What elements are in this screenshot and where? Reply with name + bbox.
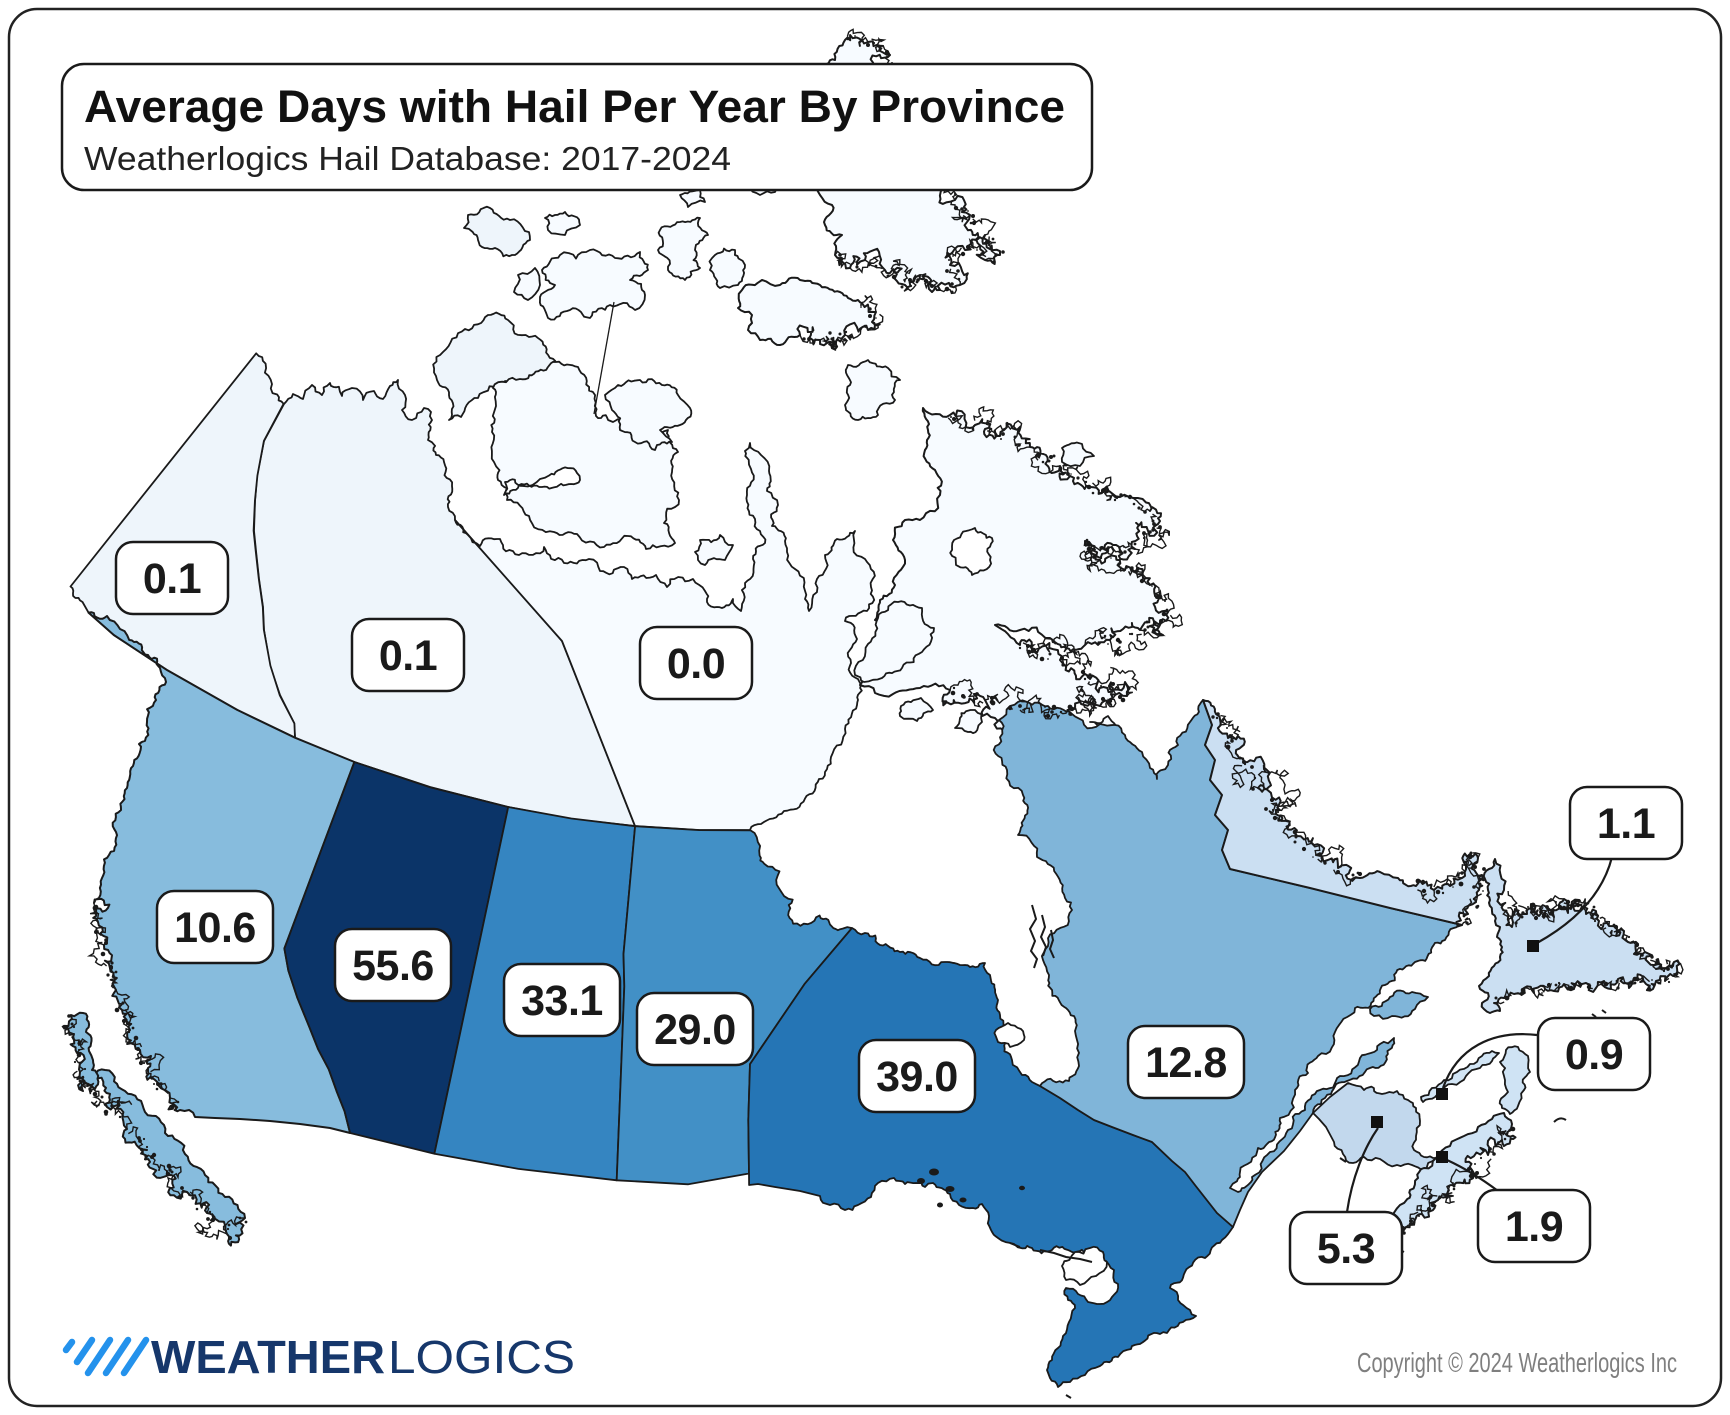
svg-text:0.1: 0.1 xyxy=(143,555,201,603)
svg-text:0.0: 0.0 xyxy=(667,640,725,688)
svg-text:12.8: 12.8 xyxy=(1145,1039,1227,1087)
svg-text:10.6: 10.6 xyxy=(174,904,256,952)
svg-text:Weatherlogics Hail Database: 2: Weatherlogics Hail Database: 2017-2024 xyxy=(84,140,731,177)
svg-text:39.0: 39.0 xyxy=(876,1053,958,1101)
svg-text:LOGICS: LOGICS xyxy=(388,1331,575,1383)
svg-text:1.9: 1.9 xyxy=(1505,1203,1563,1251)
svg-text:Average Days with Hail Per Yea: Average Days with Hail Per Year By Provi… xyxy=(84,81,1065,132)
svg-text:WEATHER: WEATHER xyxy=(151,1331,385,1383)
svg-text:Copyright © 2024 Weatherlogics: Copyright © 2024 Weatherlogics Inc xyxy=(1357,1347,1677,1378)
svg-text:55.6: 55.6 xyxy=(352,942,434,990)
svg-text:1.1: 1.1 xyxy=(1597,800,1655,848)
svg-text:33.1: 33.1 xyxy=(521,977,603,1025)
svg-text:0.9: 0.9 xyxy=(1565,1031,1623,1079)
svg-text:0.1: 0.1 xyxy=(379,632,437,680)
svg-text:29.0: 29.0 xyxy=(654,1006,736,1054)
svg-text:5.3: 5.3 xyxy=(1317,1225,1375,1273)
